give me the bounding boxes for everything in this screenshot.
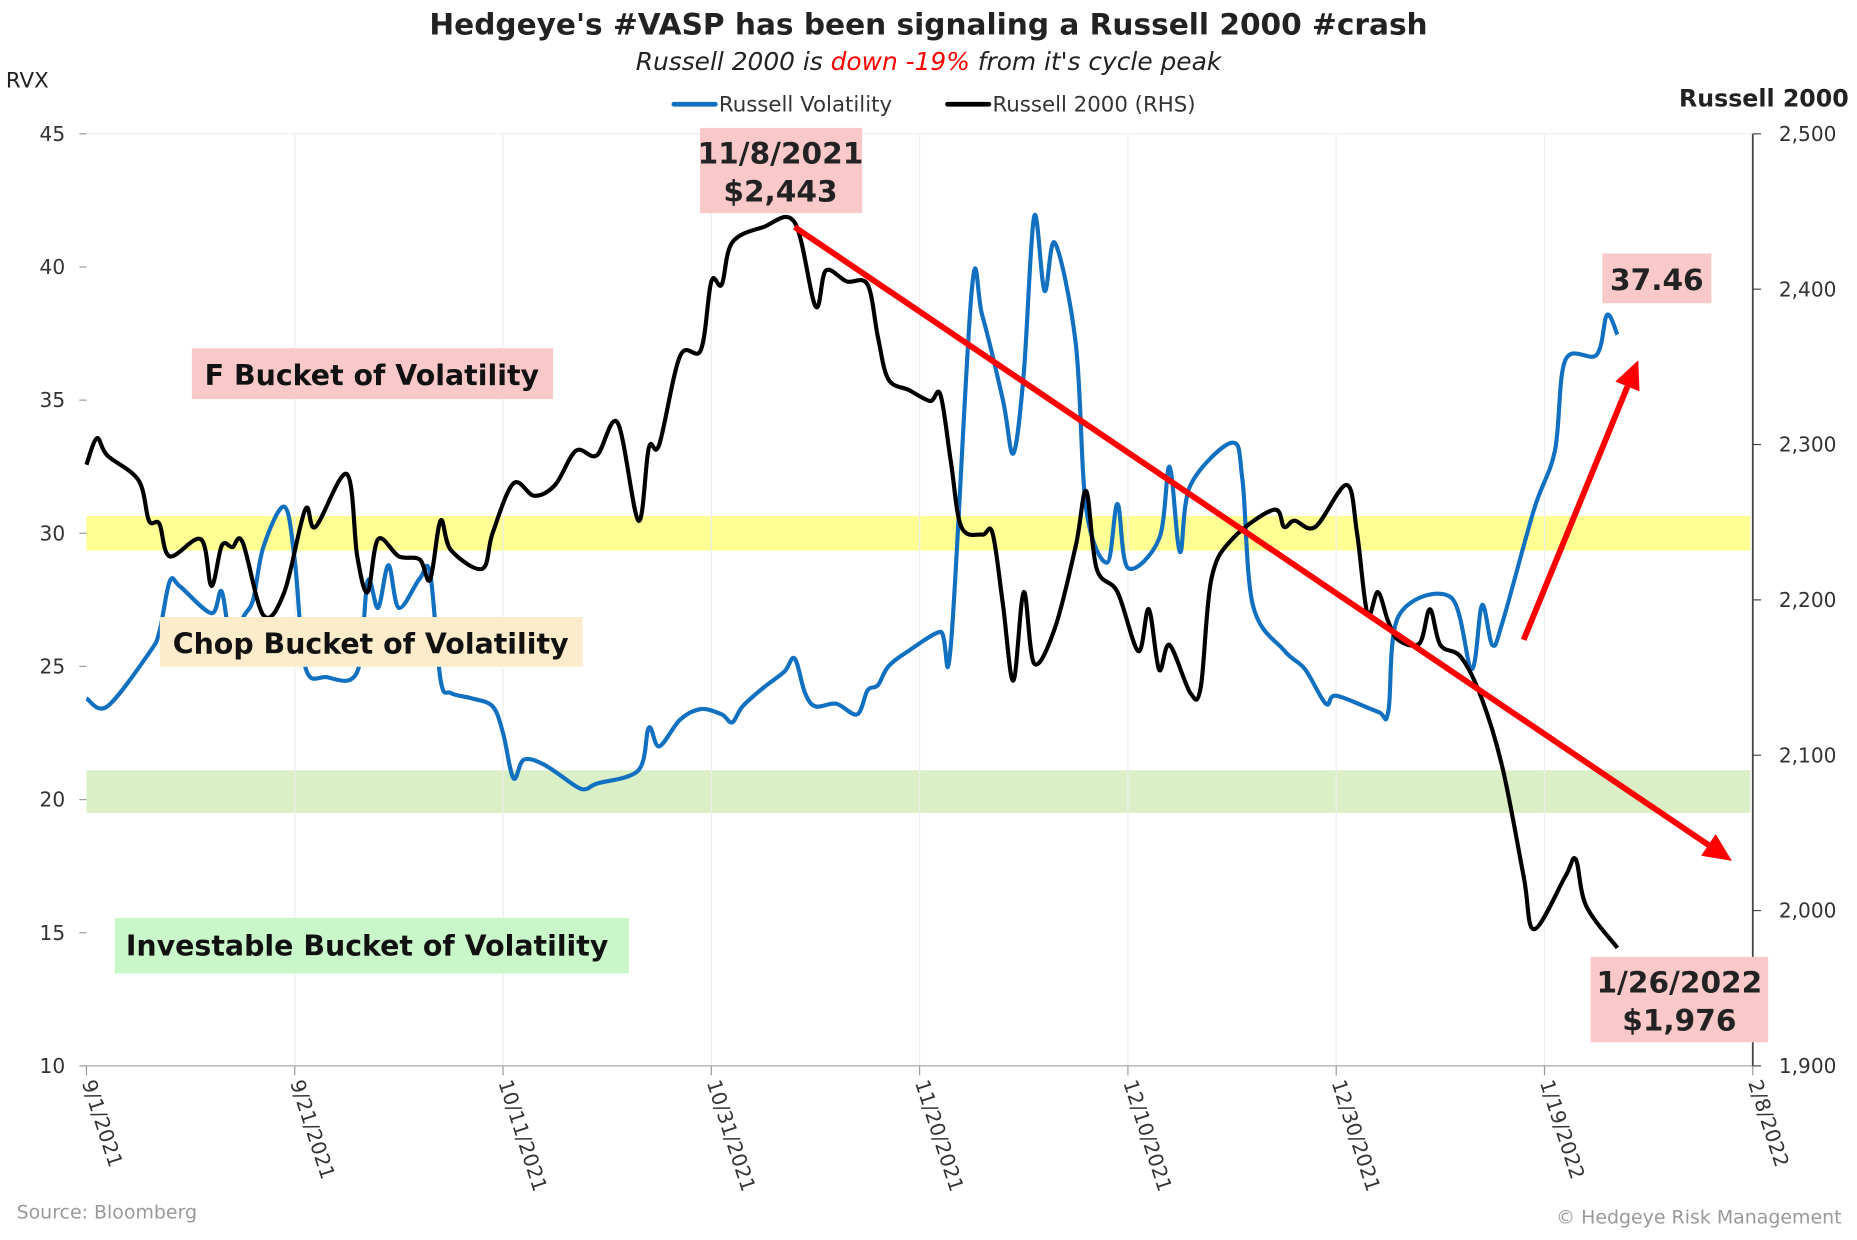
- bucket-label-chop-text: Chop Bucket of Volatility: [173, 628, 569, 661]
- y-right-tick-label: 2,500: [1779, 122, 1837, 146]
- y-left-tick-label: 15: [40, 921, 66, 945]
- y-left-tick-label: 20: [40, 788, 66, 812]
- bucket-label-investable-bg: [114, 917, 629, 974]
- x-tick-label: 12/10/2021: [1118, 1077, 1177, 1195]
- annotation-last-date: 1/26/2022: [1596, 965, 1762, 999]
- annotation-peak-date: 11/8/2021: [698, 136, 864, 170]
- x-tick-label: 1/19/2022: [1535, 1077, 1590, 1183]
- annotation-last: 1/26/2022 $1,976: [1590, 956, 1769, 1043]
- y-right-tick-label: 2,400: [1779, 277, 1837, 301]
- chart-subtitle: Russell 2000 is down -19% from it's cycl…: [636, 47, 1223, 76]
- chart-title: Hedgeye's #VASP has been signaling a Rus…: [429, 7, 1427, 41]
- legend: Russell Volatility Russell 2000 (RHS): [671, 92, 1196, 117]
- y-right-tick-label: 2,300: [1779, 433, 1837, 457]
- series-line-russell-2000: [84, 214, 1620, 950]
- bucket-label-f-bg: [191, 348, 554, 400]
- x-tick-label: 2/8/2022: [1743, 1077, 1794, 1170]
- legend-label-russell: Russell 2000 (RHS): [992, 92, 1195, 117]
- bucket-label-f-text: F Bucket of Volatility: [205, 359, 539, 392]
- y-left-tick-label: 25: [40, 655, 66, 679]
- x-tick-label: 9/21/2021: [285, 1077, 340, 1183]
- x-tick-label: 11/20/2021: [910, 1077, 969, 1195]
- x-tick-label: 10/11/2021: [494, 1077, 553, 1195]
- y-right-tick-label: 1,900: [1779, 1054, 1837, 1078]
- subtitle-highlight: down -19%: [831, 47, 970, 76]
- y-left-tick-label: 35: [40, 388, 66, 412]
- bucket-label-chop-bg: [159, 617, 583, 667]
- bucket-label-investable: Investable Bucket of Volatility: [114, 917, 629, 974]
- y-left-tick-label: 10: [40, 1054, 66, 1078]
- subtitle-part: from it's cycle peak: [970, 47, 1223, 76]
- annotation-peak-value: $2,443: [723, 174, 837, 208]
- y-left-tick-label: 45: [40, 122, 66, 146]
- annotation-rvx-last-bg: [1602, 253, 1712, 304]
- x-tick-label: 12/30/2021: [1327, 1077, 1386, 1195]
- y-right-label: Russell 2000: [1679, 85, 1849, 113]
- x-tick-label: 9/1/2021: [77, 1077, 128, 1170]
- annotation-rvx-last-value: 37.46: [1610, 263, 1704, 297]
- x-tick-label: 10/31/2021: [702, 1077, 761, 1195]
- bucket-label-investable-text: Investable Bucket of Volatility: [126, 930, 609, 963]
- annotation-last-bg: [1590, 956, 1769, 1043]
- annotation-peak-bg: [699, 127, 863, 214]
- bucket-label-f: F Bucket of Volatility: [191, 348, 554, 400]
- y-left-tick-label: 40: [40, 255, 66, 279]
- source-note: Source: Bloomberg: [17, 1202, 197, 1224]
- volatility-band-0: [86, 515, 1751, 551]
- volatility-band-1: [86, 770, 1751, 813]
- y-left-tick-label: 30: [40, 521, 66, 545]
- y-left-label: RVX: [6, 69, 49, 94]
- trend-arrow-head-1: [1615, 360, 1640, 392]
- series-line-russell-volatility: [85, 212, 1620, 792]
- annotation-peak: 11/8/2021 $2,443: [698, 127, 864, 214]
- y-right-tick-label: 2,100: [1779, 743, 1837, 767]
- y-right-tick-label: 2,000: [1779, 899, 1837, 923]
- trend-arrow-head-0: [1701, 834, 1732, 861]
- subtitle-part: Russell 2000 is: [636, 47, 831, 76]
- trend-arrow-line-0: [792, 224, 1711, 848]
- trend-arrow-line-1: [1520, 385, 1631, 641]
- bucket-label-chop: Chop Bucket of Volatility: [159, 617, 583, 667]
- annotation-rvx-last: 37.46: [1602, 253, 1712, 304]
- copyright-note: © Hedgeye Risk Management: [1556, 1206, 1841, 1228]
- y-right-tick-label: 2,200: [1779, 588, 1837, 612]
- legend-label-volatility: Russell Volatility: [719, 92, 892, 117]
- annotation-last-value: $1,976: [1622, 1003, 1736, 1037]
